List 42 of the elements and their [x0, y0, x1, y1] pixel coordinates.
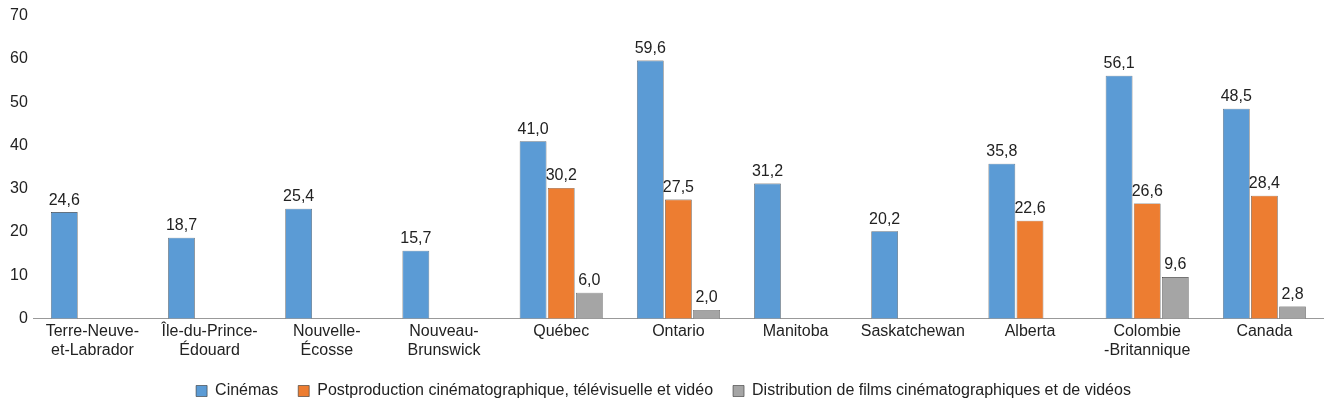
data-label: 26,6: [1131, 181, 1163, 199]
x-tick-label: Nouveau- Brunswick: [407, 321, 482, 358]
x-tick-label: Canada: [1236, 321, 1293, 339]
x-tick-label: Colombie -Britannique: [1104, 321, 1191, 358]
legend-label: Postproduction cinématographique, télévisuelle et vidéo: [317, 381, 714, 399]
data-label: 48,5: [1220, 87, 1252, 105]
data-label: 22,6: [1014, 199, 1046, 217]
y-tick-label: 30: [10, 179, 28, 197]
data-label: 56,1: [1103, 54, 1135, 72]
data-label: 35,8: [986, 142, 1018, 160]
x-tick-label: Terre-Neuve- et-Labrador: [45, 321, 140, 358]
data-label: 25,4: [283, 187, 315, 205]
x-tick-label: Ontario: [652, 321, 705, 339]
data-label: 31,2: [751, 161, 784, 179]
data-label: 27,5: [662, 177, 695, 195]
data-label: 59,6: [634, 39, 666, 57]
y-tick-label: 60: [10, 49, 28, 67]
data-label: 18,7: [165, 216, 198, 234]
legend-label: Distribution de films cinématographiques et de vidéos: [752, 381, 1131, 399]
y-tick-label: 20: [10, 222, 28, 240]
data-label: 2,8: [1281, 284, 1304, 302]
y-tick-label: 50: [10, 92, 28, 110]
data-label: 20,2: [869, 209, 901, 227]
data-label: 6,0: [578, 271, 601, 289]
y-tick-label: 0: [18, 309, 28, 327]
x-tick-label: Manitoba: [762, 321, 829, 339]
y-tick-label: 40: [10, 135, 28, 153]
x-tick-label: Saskatchewan: [860, 321, 965, 339]
x-tick-label: Alberta: [1004, 321, 1056, 339]
y-tick-label: 70: [10, 6, 28, 24]
x-tick-label: Île-du-Prince- Édouard: [160, 320, 258, 358]
legend-label: Cinémas: [215, 381, 279, 399]
data-label: 28,4: [1248, 174, 1281, 192]
data-label: 24,6: [48, 190, 80, 208]
x-tick-label: Nouvelle- Écosse: [293, 321, 361, 358]
data-label: 9,6: [1164, 255, 1187, 273]
data-label: 41,0: [517, 119, 549, 137]
data-label: 30,2: [545, 166, 577, 184]
y-tick-label: 10: [10, 265, 28, 283]
x-tick-label: Québec: [533, 321, 590, 339]
data-label: 2,0: [695, 288, 718, 306]
data-label: 15,7: [400, 229, 432, 247]
